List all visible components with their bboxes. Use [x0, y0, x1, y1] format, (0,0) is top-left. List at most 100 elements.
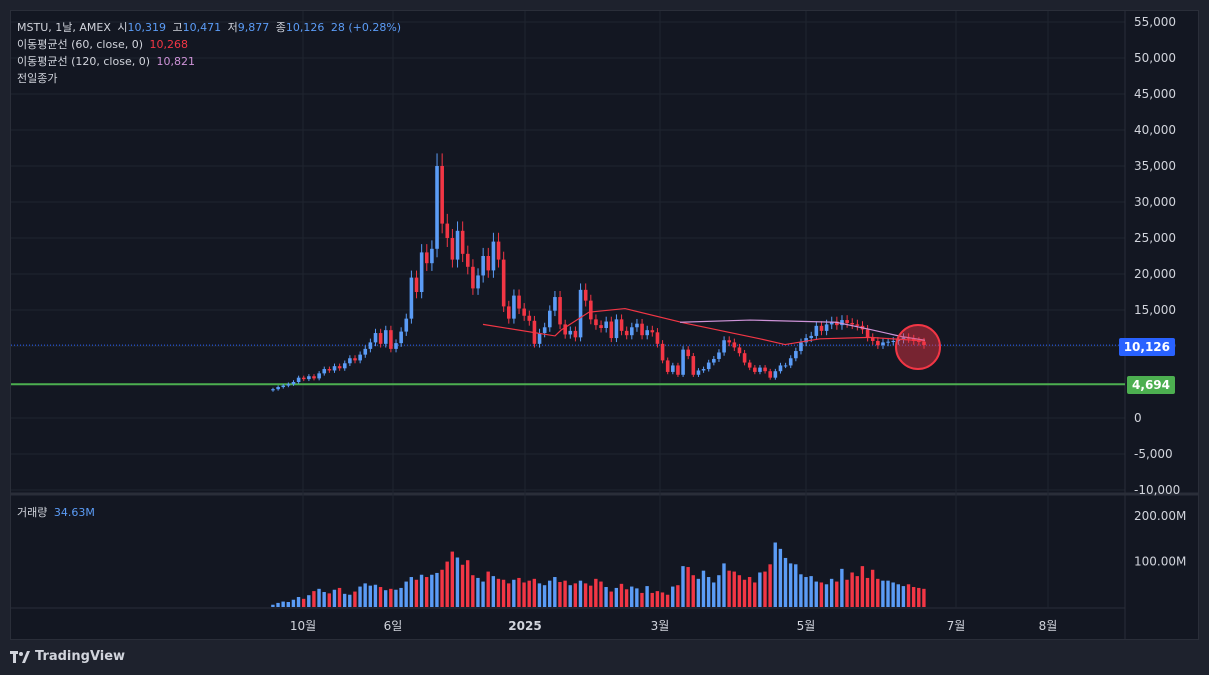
candle-body	[419, 252, 424, 292]
candle-body	[460, 230, 465, 254]
volume-bar	[481, 581, 485, 607]
low-label: 저	[227, 21, 238, 34]
volume-bar	[737, 575, 742, 607]
ma60-value: 10,268	[149, 38, 189, 51]
legend-volume-row[interactable]: 거래량 34.63M	[17, 504, 98, 520]
volume-bar	[665, 594, 670, 607]
y-tick-label: 35,000	[1134, 159, 1176, 173]
candle-body	[358, 354, 362, 361]
candle-body	[742, 353, 747, 363]
candle-body	[804, 338, 808, 343]
volume-bar	[773, 542, 777, 607]
tradingview-brand[interactable]: TradingView	[10, 649, 125, 664]
candlesticks	[271, 153, 926, 392]
candle-body	[414, 277, 419, 292]
volume-bar	[578, 580, 583, 607]
volume-bar	[414, 579, 419, 607]
x-tick-label: 3월	[651, 619, 670, 633]
candle-body	[624, 330, 629, 336]
volume-bar	[630, 586, 634, 607]
candle-body	[486, 256, 491, 271]
candle-body	[865, 329, 870, 338]
candle-body	[635, 323, 639, 328]
volume-bar	[840, 568, 844, 607]
y-tick-label: 55,000	[1134, 15, 1176, 29]
volume-bar	[788, 563, 793, 607]
y-tick-label: 50,000	[1134, 51, 1176, 65]
volume-bar	[440, 569, 444, 607]
volume-bar	[506, 583, 511, 607]
volume-bar	[465, 560, 470, 607]
candle-body	[665, 360, 670, 372]
candle-body	[901, 337, 906, 340]
volume-bar	[542, 585, 547, 607]
candle-body	[727, 340, 732, 343]
symbol-label[interactable]: MSTU, 1날, AMEX	[17, 21, 111, 34]
volume-bar	[353, 591, 357, 607]
candle-body	[563, 324, 567, 335]
volume-bar	[691, 575, 695, 607]
prev-close-label: 전일종가	[17, 72, 58, 85]
volume-bar	[717, 575, 721, 607]
volume-bar	[471, 575, 475, 607]
legend-ma120-row[interactable]: 이동평균선 (120, close, 0) 10,821	[17, 53, 198, 69]
candle-body	[660, 343, 665, 361]
volume-bar	[732, 571, 736, 607]
candle-body	[573, 330, 578, 338]
legend-ma60-row[interactable]: 이동평균선 (60, close, 0) 10,268	[17, 36, 191, 52]
candle-body	[481, 256, 485, 276]
volume-bar	[624, 589, 629, 607]
volume-bar	[753, 582, 757, 607]
volume-tick-label: 200.00M	[1134, 509, 1186, 523]
ma120-label: 이동평균선 (120, close, 0)	[17, 55, 150, 68]
candle-body	[758, 367, 762, 372]
volume-bar	[435, 572, 439, 607]
volume-bar	[799, 574, 803, 607]
volume-bar	[553, 577, 557, 607]
volume-bar	[845, 579, 849, 607]
candle-body	[681, 349, 685, 375]
candle-body	[307, 376, 311, 380]
volume-bar	[814, 581, 818, 607]
volume-bar	[558, 582, 562, 607]
candle-body	[686, 349, 691, 357]
candle-body	[301, 377, 306, 380]
candle-body	[870, 337, 875, 341]
volume-bar	[681, 566, 685, 607]
candle-body	[763, 367, 767, 372]
volume-bar	[911, 587, 916, 607]
ma120-line	[679, 319, 926, 341]
volume-bar	[896, 584, 900, 607]
volume-bar	[768, 564, 772, 607]
volume-bar	[281, 601, 285, 607]
volume-bar	[286, 602, 290, 607]
candle-body	[881, 342, 885, 346]
volume-bar	[568, 585, 572, 607]
tradingview-logo-icon	[10, 650, 30, 663]
volume-axis: 200.00M 100.00M	[1134, 509, 1186, 568]
candle-body	[435, 166, 439, 249]
volume-bar	[747, 577, 752, 607]
volume-bar	[906, 584, 911, 607]
candle-body	[553, 297, 557, 311]
x-tick-label: 2025	[508, 619, 541, 633]
candle-body	[440, 166, 444, 224]
candle-body	[578, 289, 583, 338]
volume-bar	[655, 591, 660, 607]
volume-bar	[291, 599, 296, 607]
x-tick-label: 6일	[384, 619, 403, 633]
candle-body	[537, 333, 542, 344]
volume-bar	[917, 587, 921, 607]
candle-body	[373, 333, 378, 343]
volume-bar	[794, 564, 798, 607]
last-price-tag: 10,126	[1118, 338, 1175, 356]
candle-body	[778, 365, 783, 372]
volume-bar	[686, 567, 690, 607]
candle-body	[399, 331, 403, 344]
x-tick-label: 7월	[947, 619, 966, 633]
volume-bar	[512, 579, 516, 607]
candle-body	[332, 366, 337, 371]
volume-bar	[850, 572, 854, 607]
legend-prev-close-row[interactable]: 전일종가	[17, 70, 60, 86]
